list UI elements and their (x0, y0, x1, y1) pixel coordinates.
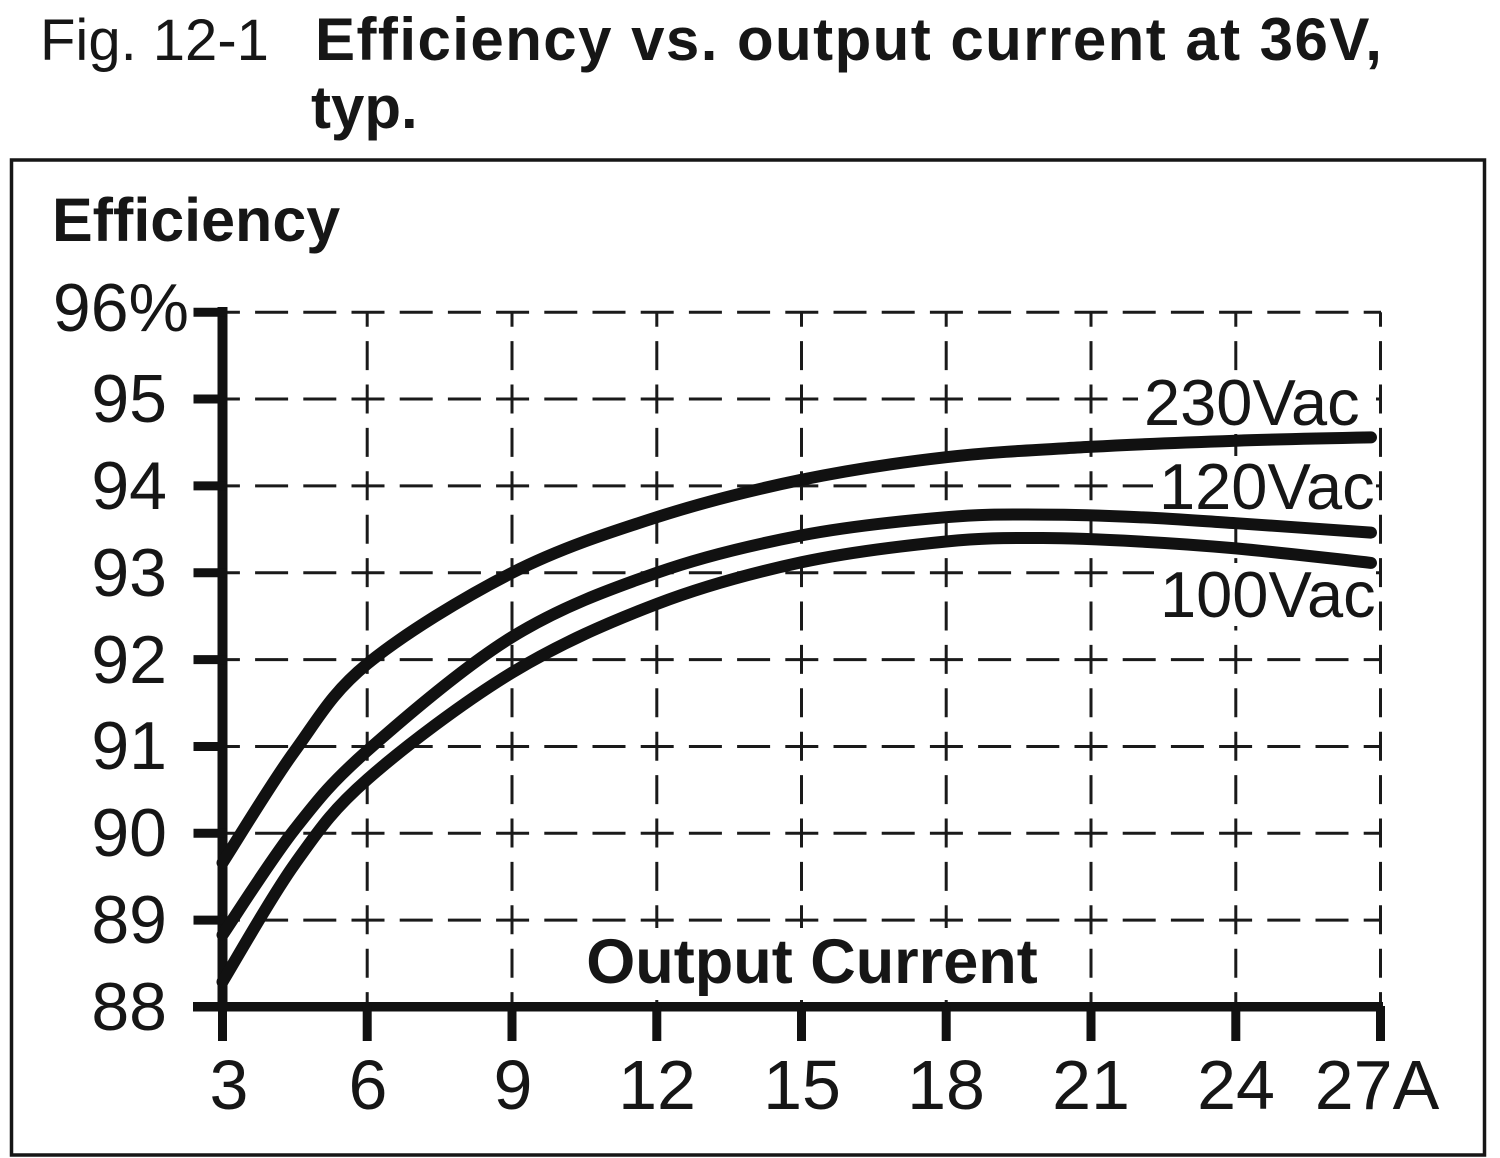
svg-text:3: 3 (210, 1046, 249, 1124)
svg-text:230Vac: 230Vac (1144, 366, 1360, 439)
svg-text:94: 94 (91, 448, 167, 524)
svg-text:Output Current: Output Current (586, 927, 1037, 997)
svg-text:9: 9 (494, 1046, 533, 1124)
svg-text:93: 93 (91, 535, 167, 611)
svg-text:95: 95 (91, 361, 167, 437)
svg-text:typ.: typ. (311, 74, 418, 141)
svg-text:90: 90 (91, 795, 167, 871)
svg-text:96%: 96% (53, 270, 189, 346)
svg-text:89: 89 (91, 882, 167, 958)
svg-text:24: 24 (1197, 1046, 1275, 1124)
svg-text:88: 88 (91, 969, 167, 1045)
svg-text:18: 18 (907, 1046, 985, 1124)
svg-text:6: 6 (349, 1046, 388, 1124)
svg-text:15: 15 (763, 1046, 841, 1124)
svg-text:27A: 27A (1315, 1046, 1440, 1124)
svg-text:Efficiency: Efficiency (52, 186, 340, 254)
svg-text:100Vac: 100Vac (1160, 558, 1376, 631)
svg-text:92: 92 (91, 622, 167, 698)
svg-text:Efficiency vs. output current: Efficiency vs. output current at 36V, (315, 6, 1383, 73)
svg-text:Fig. 12-1: Fig. 12-1 (40, 8, 269, 73)
svg-text:21: 21 (1052, 1046, 1130, 1124)
svg-text:120Vac: 120Vac (1159, 450, 1375, 523)
svg-text:12: 12 (618, 1046, 696, 1124)
svg-text:91: 91 (91, 708, 167, 784)
